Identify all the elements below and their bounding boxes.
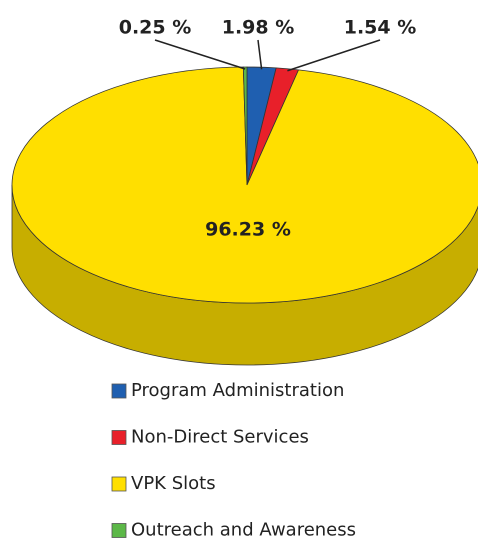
legend-swatch [111,383,127,399]
leader-line [154,39,246,70]
leader-line [287,39,381,72]
legend-swatch [111,523,127,538]
legend-swatch [111,430,127,445]
legend-label: Program Administration [131,380,344,401]
value-label: 0.25 % [119,17,192,39]
legend-label: Outreach and Awareness [131,520,356,540]
pie-slice [242,66,248,186]
value-label: 1.98 % [222,17,295,39]
leader-line [257,39,263,70]
legend-swatch [111,476,127,492]
legend-label: Non-Direct Services [131,427,309,448]
pie-slice [11,66,478,304]
value-label: 1.54 % [344,17,417,39]
legend-label: VPK Slots [131,473,216,494]
value-label: 96.23 % [205,219,291,241]
